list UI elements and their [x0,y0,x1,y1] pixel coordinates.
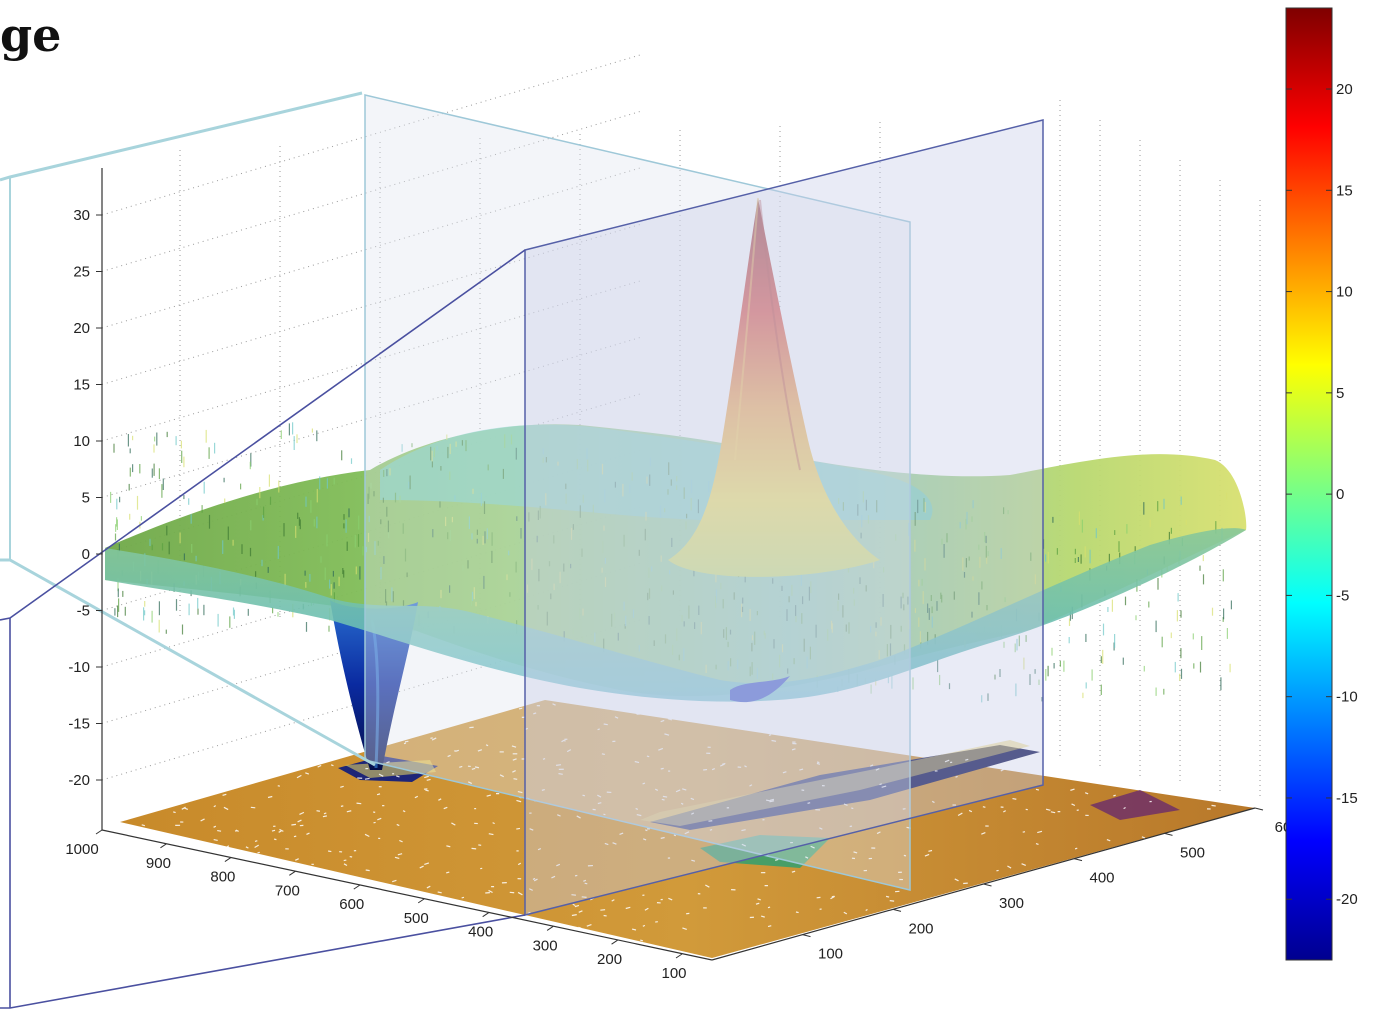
z-tick-label: -20 [68,772,90,789]
z-tick-label: 0 [82,546,90,563]
callout-lines [0,91,526,1009]
y-tick-label: 200 [908,920,933,937]
z-tick-label: -10 [68,659,90,676]
colorbar: 20 15 10 5 0 -5 -10 -15 -20 [1285,7,1358,961]
x-tick-label: 400 [468,924,493,941]
z-tick-label: 25 [73,264,90,281]
colorbar-tick-label: 15 [1336,182,1353,199]
floor-contour-map [120,700,1255,958]
colorbar-tick-label: -20 [1336,891,1358,908]
z-tick-label: -15 [68,716,90,733]
z-axis-ticks: -20 -15 -10 -5 0 5 10 15 20 25 30 [68,207,102,789]
x-tick-label: 700 [275,882,300,899]
z-tick-label: 20 [73,320,90,337]
colorbar-tick-label: 10 [1336,284,1353,301]
colorbar-tick-label: 20 [1336,81,1353,98]
y-tick-label: 400 [1089,870,1114,887]
colorbar-tick-label: -10 [1336,689,1358,706]
chart-title: ge [0,8,62,62]
x-axis-ticks: 1000 900 800 700 600 500 400 300 200 100 [65,829,687,982]
colorbar-tick-label: -5 [1336,587,1349,604]
x-tick-label: 1000 [65,841,98,858]
colorbar-tick-label: -15 [1336,790,1358,807]
y-tick-label: 300 [999,895,1024,912]
pit [330,600,418,770]
slice-plane-2 [524,119,1044,916]
z-tick-label: 15 [73,377,90,394]
x-tick-label: 200 [597,951,622,968]
x-tick-label: 100 [661,965,686,982]
x-tick-label: 800 [210,869,235,886]
slice-plane-1 [364,94,911,891]
surface-front [105,528,1246,703]
y-tick-label: 500 [1180,844,1205,861]
x-tick-label: 500 [404,910,429,927]
x-tick-label: 600 [339,896,364,913]
x-tick-label: 900 [146,855,171,872]
x-tick-label: 300 [533,937,558,954]
colorbar-tick-label: 0 [1336,486,1344,503]
z-tick-label: 5 [82,490,90,507]
z-tick-label: 30 [73,207,90,224]
colorbar-tick-label: 5 [1336,385,1344,402]
y-tick-label: 100 [818,946,843,963]
z-tick-label: -5 [77,603,90,620]
peak [668,197,880,577]
z-tick-label: 10 [73,433,90,450]
